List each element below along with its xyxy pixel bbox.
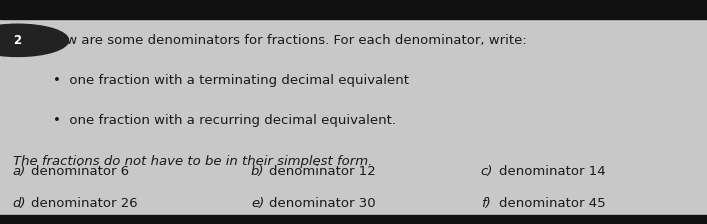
Text: denominator 45: denominator 45: [499, 197, 606, 210]
Text: •  one fraction with a recurring decimal equivalent.: • one fraction with a recurring decimal …: [53, 114, 396, 127]
Text: denominator 12: denominator 12: [269, 165, 376, 178]
Text: •  one fraction with a terminating decimal equivalent: • one fraction with a terminating decima…: [53, 74, 409, 87]
Circle shape: [0, 24, 69, 56]
Bar: [0, 215, 707, 224]
Text: c): c): [481, 165, 493, 178]
Text: denominator 14: denominator 14: [499, 165, 606, 178]
Text: 2: 2: [13, 34, 22, 47]
Text: denominator 26: denominator 26: [31, 197, 138, 210]
Text: a): a): [13, 165, 26, 178]
Bar: [0, 0, 707, 19]
Text: The fractions do not have to be in their simplest form.: The fractions do not have to be in their…: [13, 155, 372, 168]
Text: f): f): [481, 197, 491, 210]
Text: d): d): [13, 197, 26, 210]
Text: Below are some denominators for fractions. For each denominator, write:: Below are some denominators for fraction…: [37, 34, 527, 47]
Text: e): e): [251, 197, 264, 210]
Text: denominator 30: denominator 30: [269, 197, 376, 210]
Text: denominator 6: denominator 6: [31, 165, 129, 178]
Text: b): b): [251, 165, 264, 178]
